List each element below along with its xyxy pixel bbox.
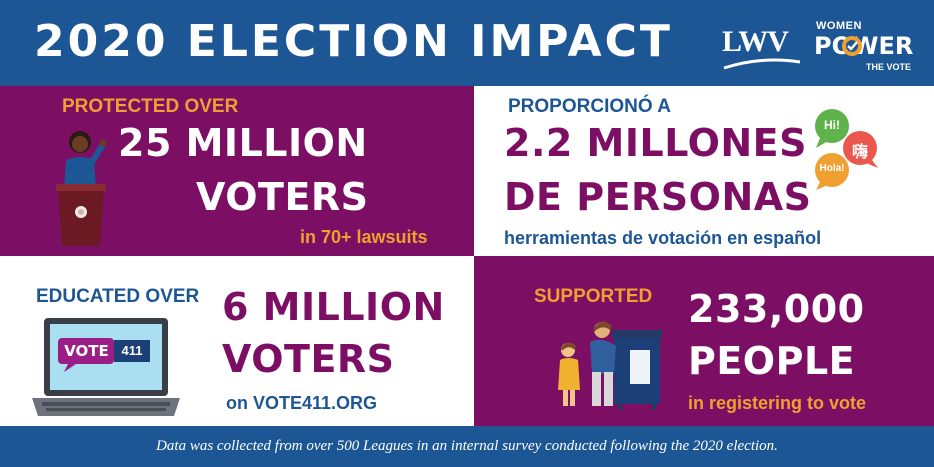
lwv-swoosh-icon: [723, 58, 801, 70]
lwv-logo-text: LWV: [722, 25, 789, 58]
page-title: 2020 ELECTION IMPACT: [34, 16, 673, 67]
laptop-icon: VOTE 411: [28, 316, 184, 418]
laptop-screen-vote-text: VOTE: [64, 342, 109, 360]
protected-voters-panel: PROTECTED OVER 25 MILLION VOTERS in 70+ …: [0, 86, 474, 256]
spanish-figure-line1: 2.2 MILLONES: [504, 121, 808, 165]
supported-figure-line1: 233,000: [688, 287, 865, 331]
educated-figure-line1: 6 MILLION: [222, 285, 445, 329]
header-banner: 2020 ELECTION IMPACT LWV WOMEN POWER THE…: [0, 0, 934, 86]
laptop-graphic: [32, 318, 180, 416]
educated-voters-panel: EDUCATED OVER 6 MILLION VOTERS on VOTE41…: [0, 256, 474, 426]
laptop-screen-411-text: 411: [121, 343, 143, 358]
women-power-the-vote-logo: WOMEN POWER THE VOTE: [812, 18, 922, 74]
protected-figure-line1: 25 MILLION: [118, 121, 368, 165]
lwv-logo: LWV: [722, 24, 802, 70]
supported-figure-line2: PEOPLE: [688, 339, 856, 383]
protected-figure-line2: VOTERS: [196, 175, 369, 219]
supported-label: SUPPORTED: [534, 286, 653, 307]
protected-sub: in 70+ lawsuits: [300, 227, 428, 247]
wpv-women-text: WOMEN: [816, 20, 862, 32]
checkmark-circle-icon: [842, 36, 862, 56]
speech-bubbles-icon: Hi! 嗨 Hola!: [810, 106, 886, 192]
bubble-hola-text: Hola!: [819, 163, 845, 174]
spanish-label: PROPORCIONÓ A: [508, 96, 671, 117]
wpv-power-text: POWER: [814, 32, 914, 60]
protected-label: PROTECTED OVER: [62, 96, 239, 117]
bubble-hi-text: Hi!: [824, 118, 840, 132]
educated-label: EDUCATED OVER: [36, 286, 200, 307]
educated-sub: on VOTE411.ORG: [226, 393, 378, 413]
spanish-figure-line2: DE PERSONAS: [504, 175, 812, 219]
bubble-hai-text: 嗨: [851, 142, 868, 161]
footer-banner: Data was collected from over 500 Leagues…: [0, 426, 934, 467]
footer-note: Data was collected from over 500 Leagues…: [156, 438, 778, 454]
supported-sub: in registering to vote: [688, 393, 867, 413]
wpv-thevote-text: THE VOTE: [866, 62, 912, 72]
voters-at-booth-icon: [558, 321, 662, 410]
speaker-at-podium-icon: [56, 131, 107, 246]
spanish-tools-panel: PROPORCIONÓ A 2.2 MILLONES DE PERSONAS h…: [474, 86, 934, 256]
supported-people-panel: SUPPORTED 233,000 PEOPLE in registering …: [474, 256, 934, 426]
speech-bubbles-graphic: [815, 109, 878, 190]
spanish-sub: herramientas de votación en español: [504, 228, 822, 248]
educated-figure-line2: VOTERS: [222, 337, 395, 381]
